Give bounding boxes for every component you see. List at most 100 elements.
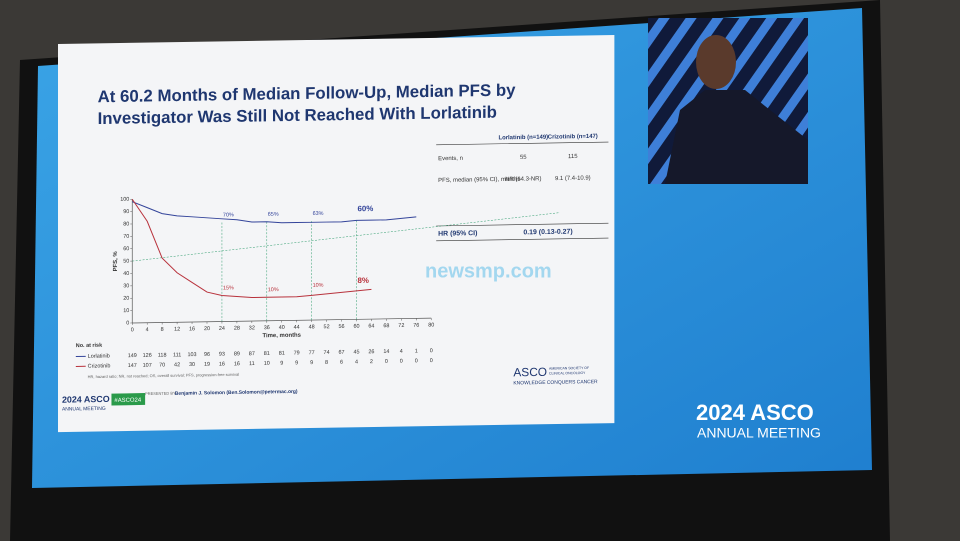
at-risk-count: 0 [415,358,418,364]
at-risk-count: 9 [310,360,313,366]
col-header: Lorlatinib (n=149) [498,135,548,142]
annotation: 70% [223,212,234,218]
annotation: 10% [268,287,279,293]
col-header: Crizotinib (n=147) [548,134,598,141]
at-risk-count: 2 [370,359,373,365]
at-risk-count: 0 [385,359,388,365]
x-tick-label: 32 [249,325,255,331]
cell: NR (64.3-NR) [505,176,541,183]
at-risk-count: 8 [325,360,328,366]
at-risk-count: 79 [294,350,300,356]
y-tick-label: 100 [120,197,129,203]
at-risk-count: 149 [128,353,137,359]
y-tick-label: 90 [123,209,129,215]
watermark: newsmp.com [425,260,552,282]
at-risk-count: 14 [383,349,389,355]
x-tick-label: 68 [383,323,389,329]
cell: 9.1 (7.4-10.9) [555,176,591,183]
rule [436,237,609,242]
at-risk-count: 16 [219,361,225,367]
slide-brand: 2024 ASCO [62,394,110,405]
y-axis-label: PFS, % [113,251,119,272]
y-tick-label: 60 [123,246,129,252]
at-risk-count: 89 [234,351,240,357]
slide-sub: ANNUAL MEETING [62,406,106,413]
y-tick-label: 0 [126,320,129,326]
screen-brand: 2024 ASCO [696,400,814,425]
x-tick-label: 4 [146,327,149,333]
x-tick-label: 76 [413,323,419,329]
at-risk-count: 81 [279,351,285,357]
x-tick-label: 56 [339,324,345,330]
cell: 115 [568,154,578,160]
speaker [665,90,808,184]
cell: 55 [520,155,527,161]
at-risk-count: 9 [280,361,283,367]
x-tick-label: 8 [161,327,164,333]
x-tick-label: 24 [219,326,225,332]
at-risk-name: Lorlatinib [88,353,110,359]
at-risk-count: 107 [143,363,152,369]
at-risk-count: 81 [264,351,270,357]
x-tick-label: 36 [264,325,270,331]
hr-label: HR (95% CI) [438,230,477,238]
speaker-head [696,35,736,89]
at-risk-count: 67 [339,350,345,356]
x-tick-label: 44 [294,325,300,331]
at-risk-count: 26 [368,349,374,355]
presenter: Benjamin J. Solomon (Ben.Solomon@peterma… [175,389,298,397]
x-tick-label: 28 [234,326,240,332]
km-curve [132,201,417,224]
at-risk-count: 0 [430,348,433,354]
hashtag: #ASCO24 [114,398,141,404]
annotation: 65% [268,212,279,218]
hashtag-box [111,393,146,406]
x-tick-label: 60 [353,324,359,330]
at-risk-name: Crizotinib [88,363,111,369]
y-tick-label: 30 [123,283,129,289]
at-risk-count: 93 [219,352,225,358]
x-tick-label: 12 [174,327,180,333]
x-tick-label: 48 [309,324,315,330]
presented-by: PRESENTED BY: [145,391,176,397]
at-risk-count: 0 [400,359,403,365]
at-risk-count: 6 [340,360,343,366]
x-tick-label: 72 [398,323,404,329]
at-risk-count: 147 [128,363,137,369]
at-risk-title: No. at risk [76,343,103,349]
annotation: 10% [313,283,324,289]
results-table: Lorlatinib (n=149) Crizotinib (n=147) Even… [436,134,609,242]
x-tick-label: 40 [279,325,285,331]
at-risk-count: 11 [249,361,255,367]
at-risk-count: 103 [188,352,197,358]
x-tick-label: 52 [324,324,330,330]
at-risk-count: 16 [234,361,240,367]
x-tick-label: 0 [131,327,134,333]
y-tick-label: 70 [123,234,129,240]
at-risk-count: 30 [189,362,195,368]
at-risk-count: 1 [415,348,418,354]
at-risk-count: 87 [249,351,255,357]
footnote: HR, hazard ratio; NR, not reached; OS, o… [88,372,239,379]
y-tick-label: 50 [123,259,129,265]
at-risk-count: 0 [430,358,433,364]
y-tick-label: 40 [123,271,129,277]
annotation: 8% [357,276,368,285]
x-tick-label: 80 [428,322,434,328]
asco-name: ASCO [513,365,547,380]
at-risk-count: 111 [173,352,181,358]
at-risk-count: 4 [400,349,403,355]
annotation: 15% [223,285,234,291]
at-risk-count: 70 [159,362,165,368]
asco-tagline: KNOWLEDGE CONQUERS CANCER [513,379,598,386]
asco-line1: AMERICAN SOCIETY OF [549,366,589,371]
at-risk-count: 118 [158,353,167,359]
x-tick-label: 16 [189,326,195,332]
at-risk-count: 77 [309,350,315,356]
y-tick-label: 20 [123,296,129,302]
at-risk-count: 9 [295,360,298,366]
slide-bg [58,35,615,433]
at-risk-count: 126 [143,353,152,359]
rule [436,141,609,146]
